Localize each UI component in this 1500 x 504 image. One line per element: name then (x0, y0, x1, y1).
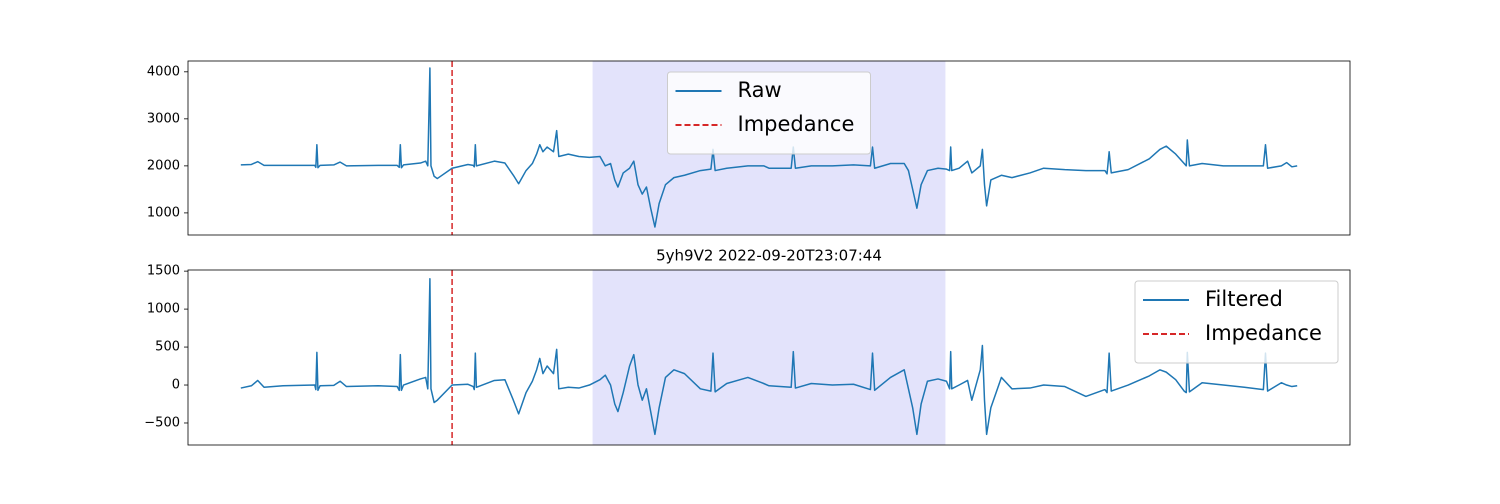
signal-line (240, 67, 1298, 228)
signal-line (240, 277, 1298, 436)
legend-label: Impedance (738, 112, 855, 136)
highlight-span (592, 270, 946, 445)
y-tick-label: 1000 (147, 302, 180, 317)
axes-frame (187, 60, 1351, 236)
y-tick-label: 1000 (147, 205, 180, 220)
legend-label: Impedance (1205, 321, 1322, 345)
y-tick-label: 3000 (147, 111, 180, 126)
chart-title: 5yh9V2 2022-09-20T23:07:44 (656, 247, 882, 265)
legend-label: Filtered (1205, 287, 1283, 311)
legend-box (667, 71, 871, 155)
axes-frame (187, 269, 1351, 446)
y-tick-label: 500 (155, 340, 180, 355)
legend: Raw Impedance (667, 71, 871, 155)
y-tick-label: −500 (144, 415, 180, 430)
legend: Filtered Impedance (1134, 280, 1339, 364)
y-tick-label: 4000 (147, 64, 180, 79)
legend-label: Raw (738, 78, 782, 102)
y-tick-label: 0 (172, 378, 180, 393)
y-tick-label: 2000 (147, 158, 180, 173)
y-tick-label: 1500 (147, 264, 180, 279)
legend-box (1134, 280, 1339, 364)
